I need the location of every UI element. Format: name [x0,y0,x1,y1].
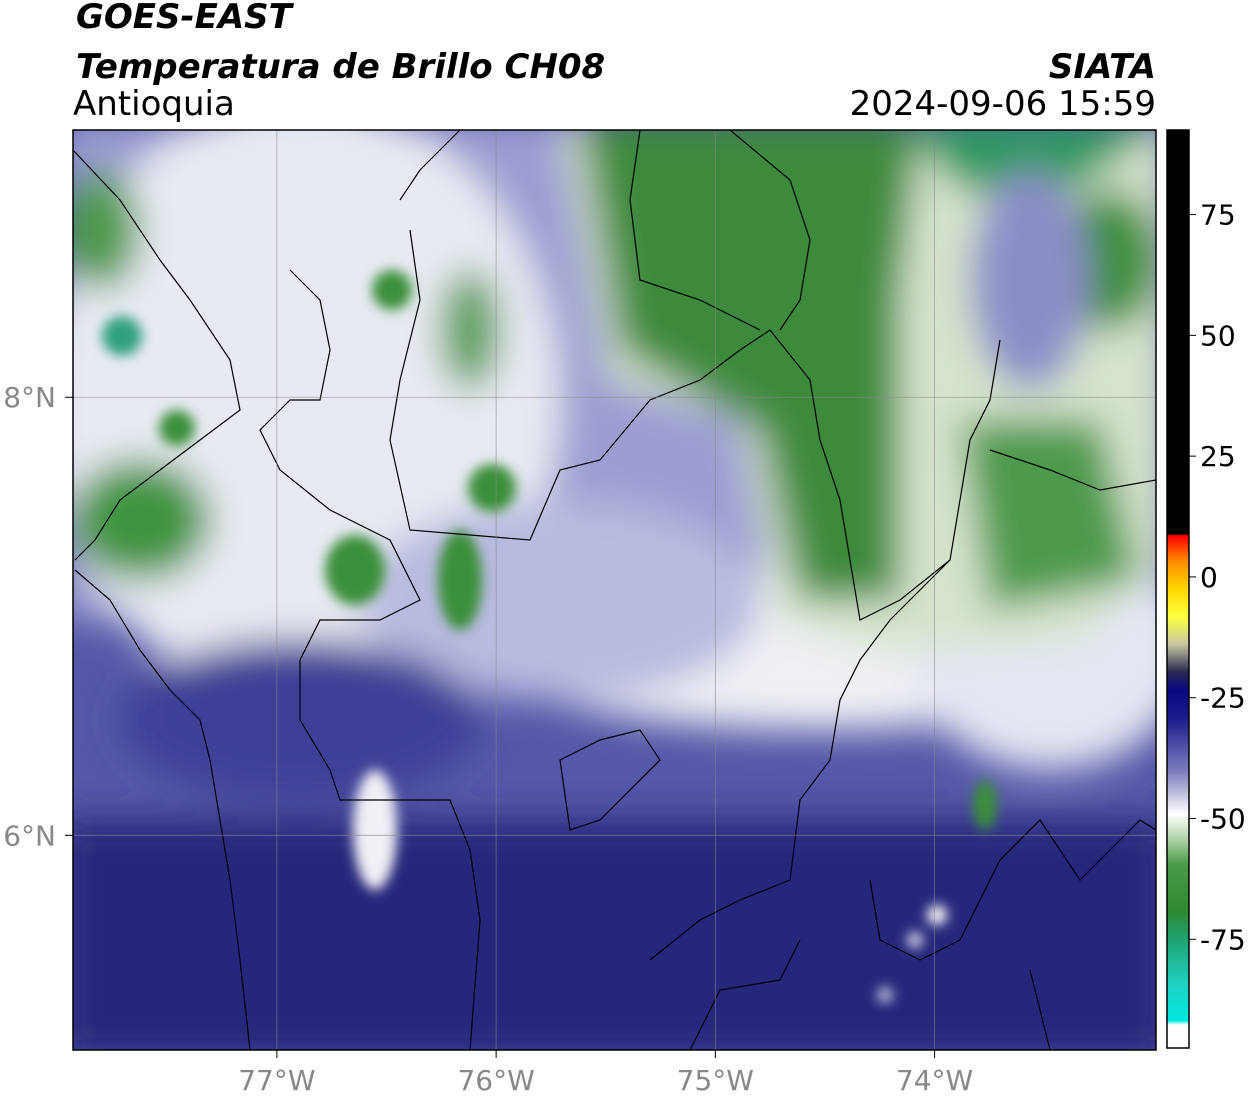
y-tick-label: 6°N [3,819,56,852]
colorbar-tick-label: -25 [1200,682,1246,715]
colorbar [1166,129,1190,1049]
source: SIATA [1049,47,1156,87]
subtitle: Temperatura de Brillo CH08 [76,47,605,87]
map-image [73,130,1156,1050]
colorbar-tick-label: 0 [1200,561,1218,594]
timestamp: 2024-09-06 15:59 [850,84,1156,124]
map-frame [72,129,1157,1051]
x-tick-label: 76°W [457,1064,534,1097]
colorbar-tick-label: 75 [1200,199,1236,232]
graticule [73,130,1156,1050]
y-tick-label: 8°N [3,381,56,414]
x-tick-label: 77°W [238,1064,315,1097]
region: Antioquia [73,84,235,124]
x-tick-label: 74°W [896,1064,973,1097]
title: GOES-EAST [76,0,295,37]
colorbar-tick-label: 25 [1200,440,1236,473]
colorbar-tick-label: -50 [1200,803,1246,836]
colorbar-tick-label: 50 [1200,319,1236,352]
x-tick-label: 75°W [677,1064,754,1097]
colorbar-tick-label: -75 [1200,923,1246,956]
